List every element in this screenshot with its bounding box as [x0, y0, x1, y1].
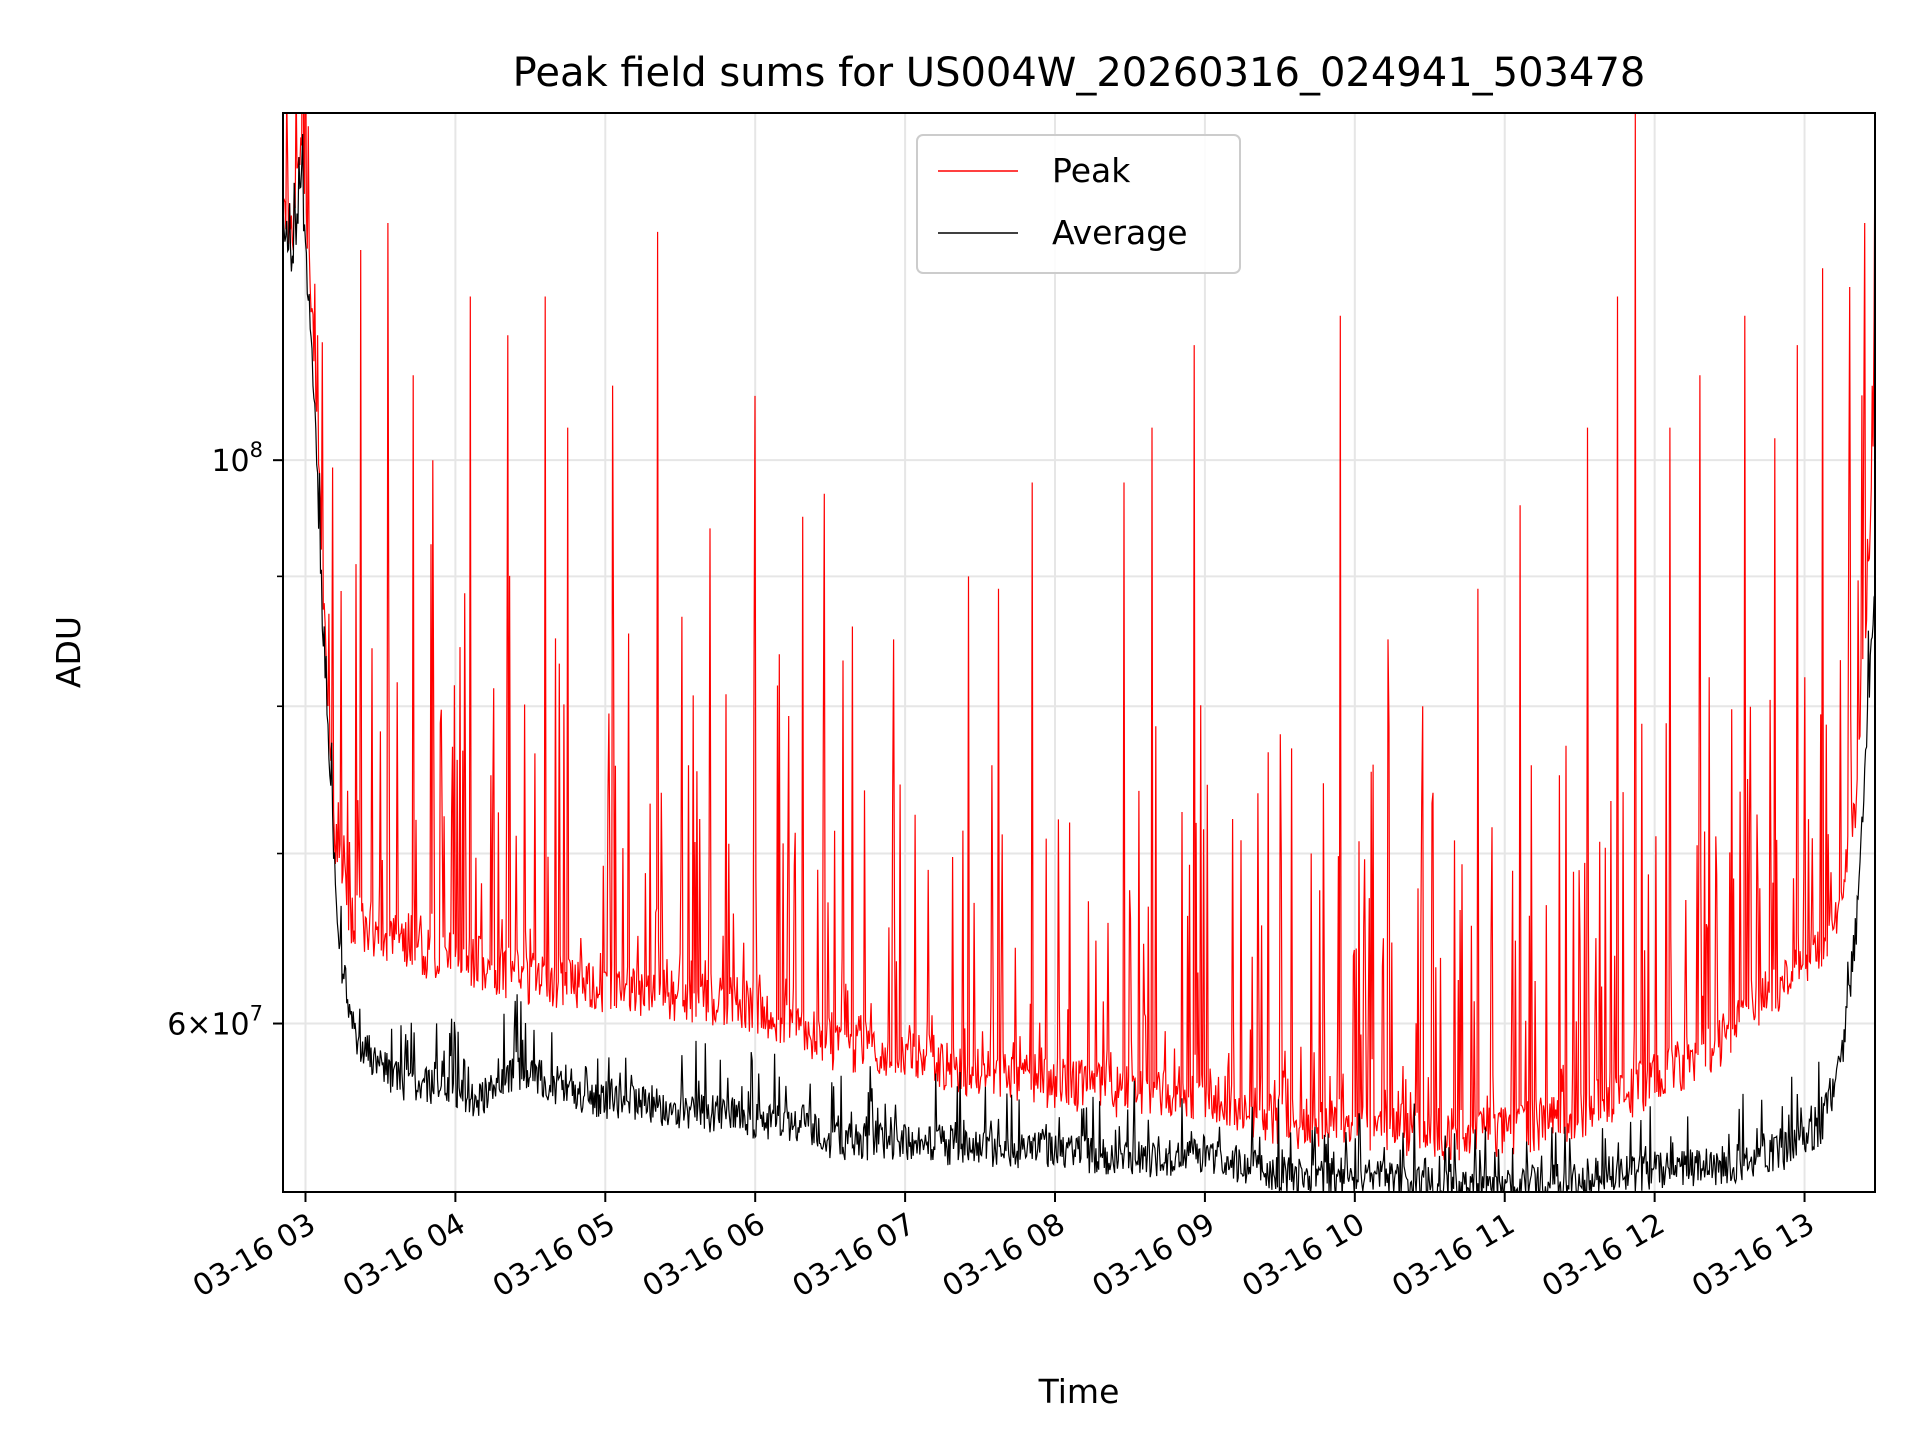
grid: [283, 113, 1875, 1192]
legend: Peak Average: [916, 134, 1241, 274]
plot-frame: [282, 112, 1876, 1193]
y-tick-label-exponent: 8: [250, 438, 263, 462]
y-tick-label: 6×107: [167, 1002, 263, 1043]
legend-label-peak: Peak: [1052, 151, 1131, 190]
x-axis-label: Time: [1038, 1372, 1120, 1411]
y-tick-label-exponent: 7: [250, 1002, 263, 1026]
y-axis: 108 6×107: [167, 438, 283, 1043]
series-line-average: [283, 133, 1875, 1192]
y-axis-label: ADU: [49, 616, 88, 688]
y-tick-label-base: 6×10: [167, 1008, 249, 1043]
y-tick-label: 108: [211, 438, 263, 479]
legend-label-average: Average: [1052, 213, 1188, 252]
series-line-peak: [283, 113, 1875, 1161]
y-tick-label-base: 10: [211, 444, 249, 479]
legend-box: [916, 134, 1241, 274]
chart-title: Peak field sums for US004W_20260316_0249…: [513, 50, 1646, 96]
plot-series-group: [283, 113, 1875, 1192]
